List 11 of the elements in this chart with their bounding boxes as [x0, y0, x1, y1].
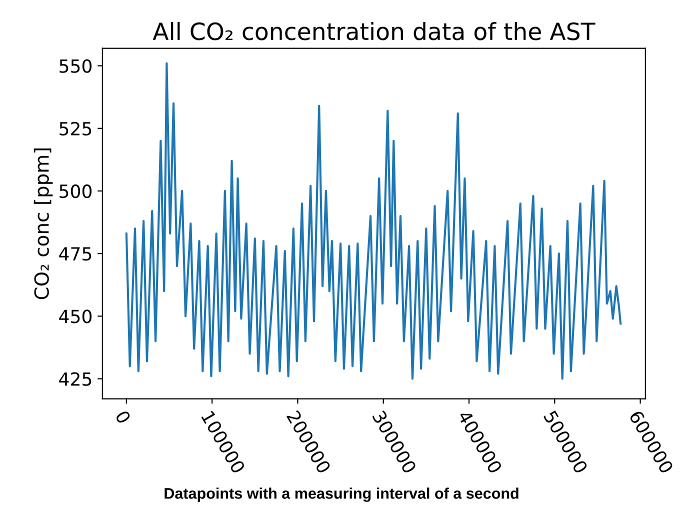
- line-series: [125, 62, 622, 380]
- y-tick-label: 475: [59, 247, 92, 261]
- y-axis-title: CO₂ conc [ppm]: [34, 148, 53, 300]
- y-tick-label: 500: [60, 184, 92, 198]
- x-axis-title: Datapoints with a measuring interval of a second: [164, 488, 518, 502]
- y-tick-label: 450: [59, 310, 92, 324]
- y-tick-label: 425: [59, 372, 92, 386]
- x-tick-label: 0: [114, 410, 132, 424]
- y-tick-label: 550: [60, 59, 92, 73]
- y-tick-label: 525: [60, 122, 92, 136]
- chart-title: All CO₂ concentration data of the AST: [152, 22, 596, 40]
